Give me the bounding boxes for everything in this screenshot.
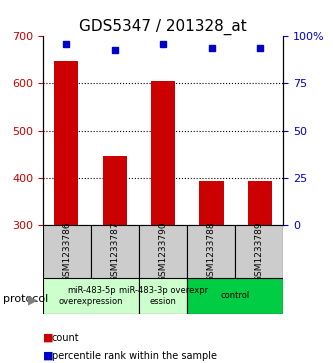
Bar [54, 61, 78, 225]
Text: ▶: ▶ [28, 293, 38, 306]
Text: percentile rank within the sample: percentile rank within the sample [52, 351, 216, 361]
Text: count: count [52, 333, 79, 343]
FancyBboxPatch shape [139, 278, 187, 314]
Text: GSM1233788: GSM1233788 [206, 221, 216, 282]
Text: GSM1233789: GSM1233789 [254, 221, 264, 282]
Text: GSM1233786: GSM1233786 [63, 221, 72, 282]
Text: protocol: protocol [3, 294, 49, 305]
Text: ■: ■ [43, 351, 54, 361]
Title: GDS5347 / 201328_at: GDS5347 / 201328_at [79, 19, 247, 35]
Bar [151, 81, 175, 225]
Text: GSM1233787: GSM1233787 [111, 221, 120, 282]
FancyBboxPatch shape [187, 278, 283, 314]
FancyBboxPatch shape [43, 278, 139, 314]
Text: control: control [220, 291, 250, 300]
Bar [199, 181, 224, 225]
Bar [103, 156, 127, 225]
Text: miR-483-3p overexpr
ession: miR-483-3p overexpr ession [119, 286, 208, 306]
Bar [248, 181, 272, 225]
Text: ■: ■ [43, 333, 54, 343]
FancyBboxPatch shape [187, 225, 235, 278]
FancyBboxPatch shape [139, 225, 187, 278]
FancyBboxPatch shape [43, 225, 91, 278]
Text: GSM1233790: GSM1233790 [159, 221, 168, 282]
FancyBboxPatch shape [91, 225, 139, 278]
Text: miR-483-5p
overexpression: miR-483-5p overexpression [59, 286, 124, 306]
FancyBboxPatch shape [235, 225, 283, 278]
